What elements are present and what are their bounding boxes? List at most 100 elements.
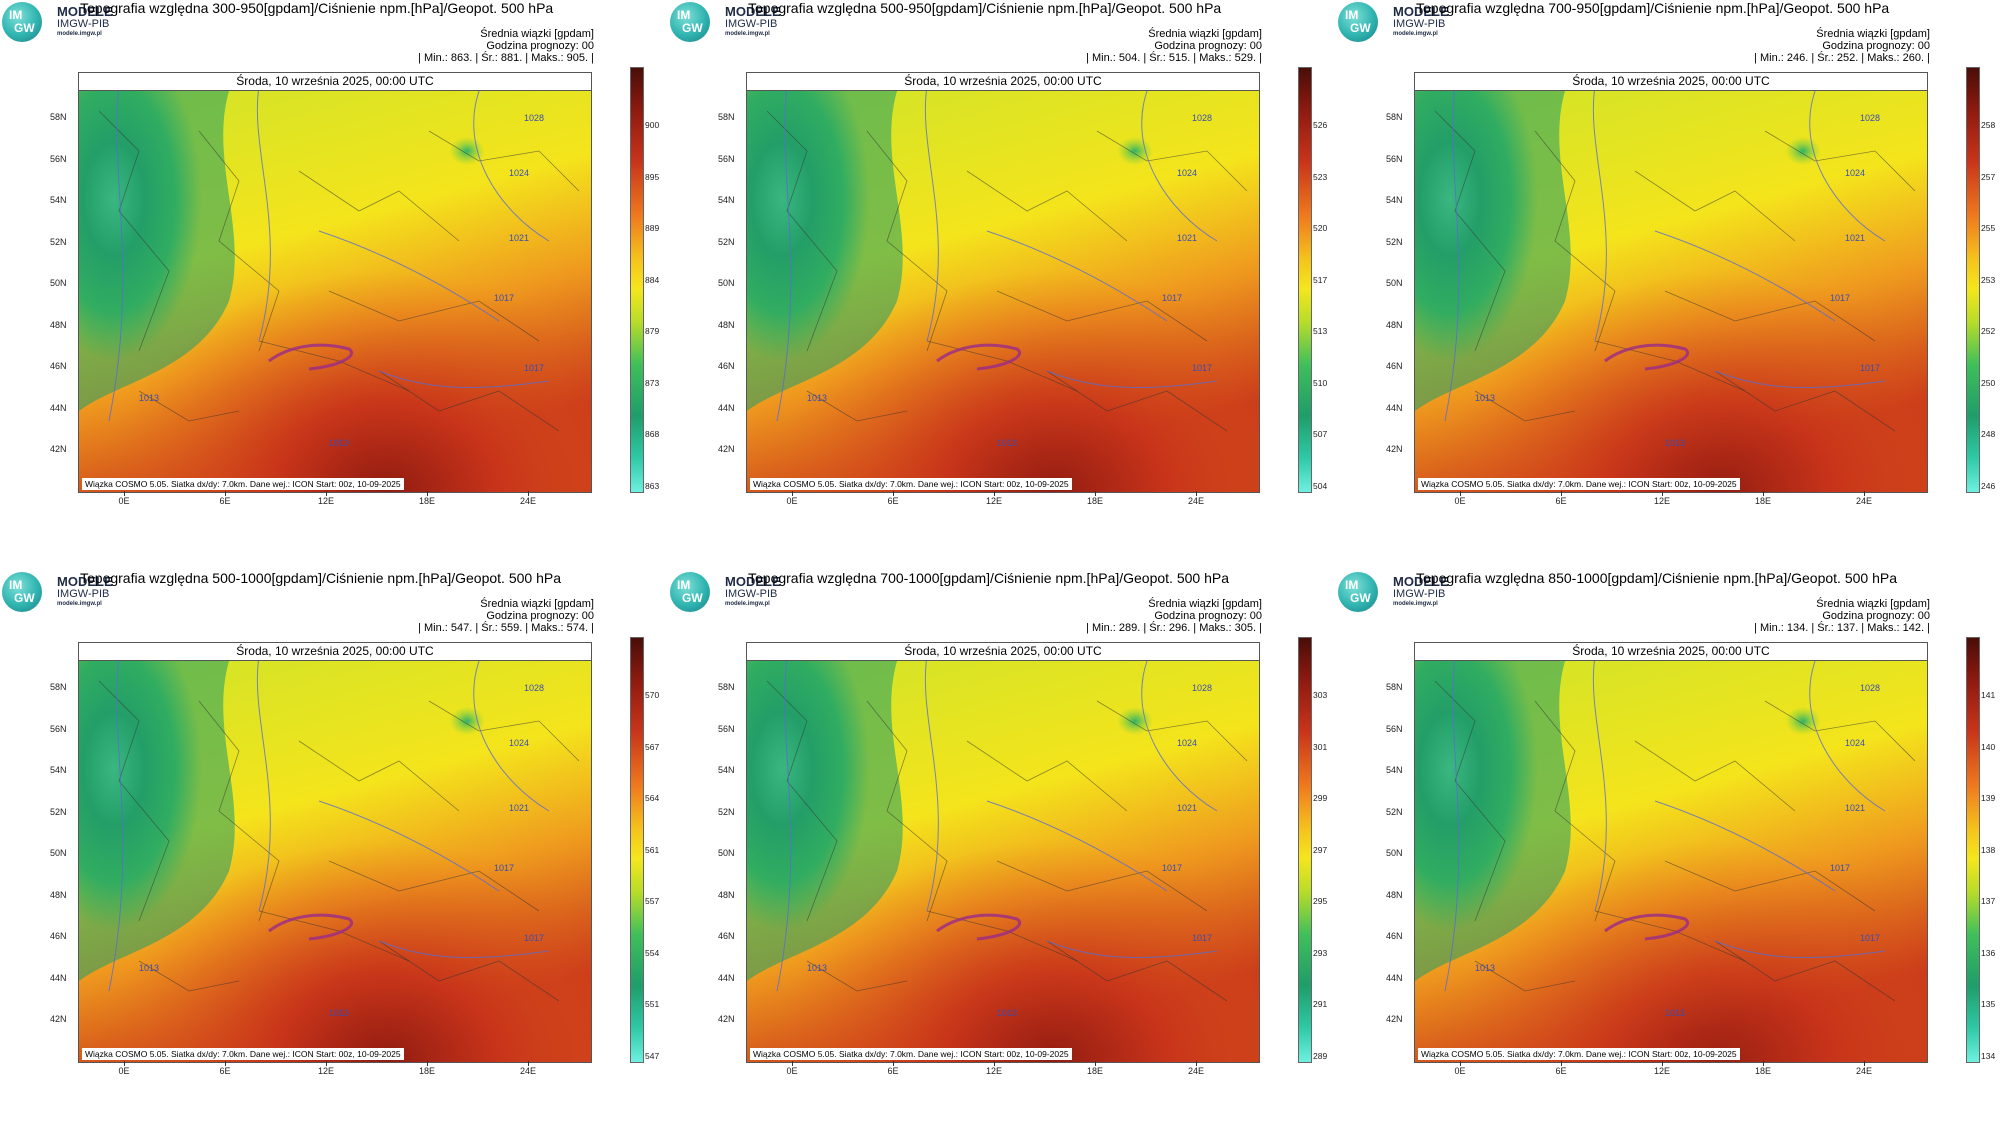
- latitude-label: 58N: [50, 112, 67, 122]
- longitude-label: 0E: [786, 496, 798, 506]
- isobar-line: [1714, 370, 1886, 389]
- latitude-label: 52N: [50, 806, 67, 817]
- average-label: Średnia wiązki [gpdam]: [480, 28, 594, 40]
- panel-title: Topografia względna 300-950[gpdam]/Ciśni…: [80, 0, 554, 16]
- isobar-line: [1046, 940, 1218, 959]
- color-scale-label: 140: [1981, 741, 1996, 752]
- logo-gw: GW: [14, 21, 35, 35]
- longitude-label: 0E: [1454, 496, 1466, 506]
- isobar-label: 1017: [1192, 363, 1212, 373]
- border-line: [1664, 860, 1876, 912]
- logo-line2: IMGW-PIB: [1393, 18, 1446, 30]
- imgw-logo: IM GW MODELE IMGW-PIB modele.imgw.pl: [2, 572, 152, 616]
- logo-line3: modele.imgw.pl: [57, 31, 102, 37]
- latitude-label: 50N: [718, 848, 735, 858]
- logo-gw: GW: [1350, 21, 1371, 35]
- latitude-label: 54N: [50, 765, 67, 775]
- isobar-line: [986, 800, 1168, 892]
- isobar-label: 1013: [1665, 1008, 1685, 1018]
- alps-contour: [1604, 913, 1689, 941]
- logo-badge-icon: IM GW: [1338, 572, 1378, 612]
- longitude-label: 24E: [519, 1066, 537, 1076]
- border-line: [1534, 130, 1616, 352]
- border-line: [1096, 700, 1248, 762]
- longitude-tick: [792, 1061, 793, 1066]
- latitude-label: 48N: [1386, 319, 1403, 330]
- logo-badge-icon: IM GW: [1338, 2, 1378, 42]
- isobar-line: [776, 91, 792, 422]
- latitude-label: 52N: [718, 236, 735, 247]
- color-scale-label: 139: [1981, 793, 1996, 803]
- isobar-label: 1013: [997, 1008, 1017, 1018]
- latitude-label: 52N: [718, 806, 735, 817]
- isobar-label: 1017: [524, 363, 544, 373]
- color-scale-label: 135: [1981, 999, 1996, 1009]
- logo-im: IM: [9, 578, 23, 592]
- isobar-label: 1024: [509, 738, 529, 748]
- color-scale-label: 551: [645, 999, 660, 1009]
- map-field: 1028 1024 1021 1017 1013 1017 1013: [1415, 91, 1927, 492]
- logo-gw: GW: [682, 591, 703, 605]
- border-line: [298, 170, 460, 242]
- border-line: [966, 170, 1128, 242]
- longitude-label: 6E: [219, 1066, 231, 1076]
- latitude-label: 56N: [1386, 153, 1403, 164]
- color-scale-bar: [1966, 637, 1980, 1063]
- longitude-label: 12E: [317, 1066, 335, 1076]
- map-area: Środa, 10 września 2025, 00:00 UTC 1028 1…: [1414, 642, 1928, 1063]
- logo-line3: modele.imgw.pl: [725, 601, 770, 607]
- isobar-line: [1046, 370, 1218, 389]
- logo-gw: GW: [1350, 591, 1371, 605]
- forecast-hour: Godzina prognozy: 00: [1822, 40, 1930, 52]
- border-line: [996, 860, 1208, 912]
- isobar-line: [108, 91, 124, 422]
- latitude-label: 48N: [50, 319, 67, 330]
- latitude-label: 56N: [50, 723, 67, 734]
- logo-line2: IMGW-PIB: [57, 588, 110, 600]
- map-area: Środa, 10 września 2025, 00:00 UTC 1028 1…: [1414, 72, 1928, 493]
- color-scale-label: 900: [645, 120, 660, 130]
- logo-im: IM: [677, 578, 691, 592]
- stats-line: | Min.: 246. | Śr.: 252. | Maks.: 260. |: [1754, 52, 1930, 64]
- border-line: [926, 340, 1078, 392]
- longitude-label: 0E: [1454, 1066, 1466, 1076]
- longitude-tick: [1864, 491, 1865, 496]
- longitude-label: 6E: [1555, 496, 1567, 506]
- isobar-label: 1017: [1860, 933, 1880, 943]
- isobar-label: 1028: [1860, 113, 1880, 123]
- model-info-footer: Wiązka COSMO 5.05. Siatka dx/dy: 7.0km. …: [750, 478, 1072, 490]
- map-field: 1028 1024 1021 1017 1013 1017 1013: [1415, 661, 1927, 1062]
- color-scale-label: 557: [645, 896, 660, 906]
- border-line: [1096, 130, 1248, 192]
- latitude-label: 42N: [1386, 444, 1403, 454]
- longitude-tick: [1662, 1061, 1663, 1066]
- panel-title: Topografia względna 850-1000[gpdam]/Ciśn…: [1416, 570, 1897, 586]
- border-line: [866, 700, 948, 922]
- latitude-label: 42N: [718, 1014, 735, 1024]
- color-scale-label: 301: [1313, 741, 1328, 752]
- latitude-label: 54N: [50, 195, 67, 205]
- color-scale-label: 570: [645, 690, 660, 700]
- latitude-label: 42N: [718, 444, 735, 454]
- latitude-label: 54N: [1386, 195, 1403, 205]
- longitude-label: 18E: [1086, 1066, 1104, 1076]
- logo-badge-icon: IM GW: [2, 2, 42, 42]
- longitude-tick: [994, 491, 995, 496]
- logo-badge-icon: IM GW: [670, 2, 710, 42]
- longitude-label: 0E: [118, 496, 130, 506]
- latitude-label: 46N: [718, 361, 735, 371]
- color-scale-label: 873: [645, 377, 660, 388]
- latitude-label: 46N: [50, 361, 67, 371]
- isobar-label: 1028: [1192, 683, 1212, 693]
- longitude-tick: [1763, 491, 1764, 496]
- isobar-label: 1024: [1177, 168, 1197, 178]
- longitude-tick: [1460, 1061, 1461, 1066]
- isobar-line: [1714, 940, 1886, 959]
- color-scale-label: 299: [1313, 793, 1328, 803]
- logo-line1: MODELE: [725, 574, 781, 589]
- logo-line3: modele.imgw.pl: [725, 31, 770, 37]
- color-scale-label: 293: [1313, 947, 1328, 958]
- logo-line2: IMGW-PIB: [725, 588, 778, 600]
- longitude-tick: [528, 1061, 529, 1066]
- latitude-label: 44N: [50, 972, 67, 983]
